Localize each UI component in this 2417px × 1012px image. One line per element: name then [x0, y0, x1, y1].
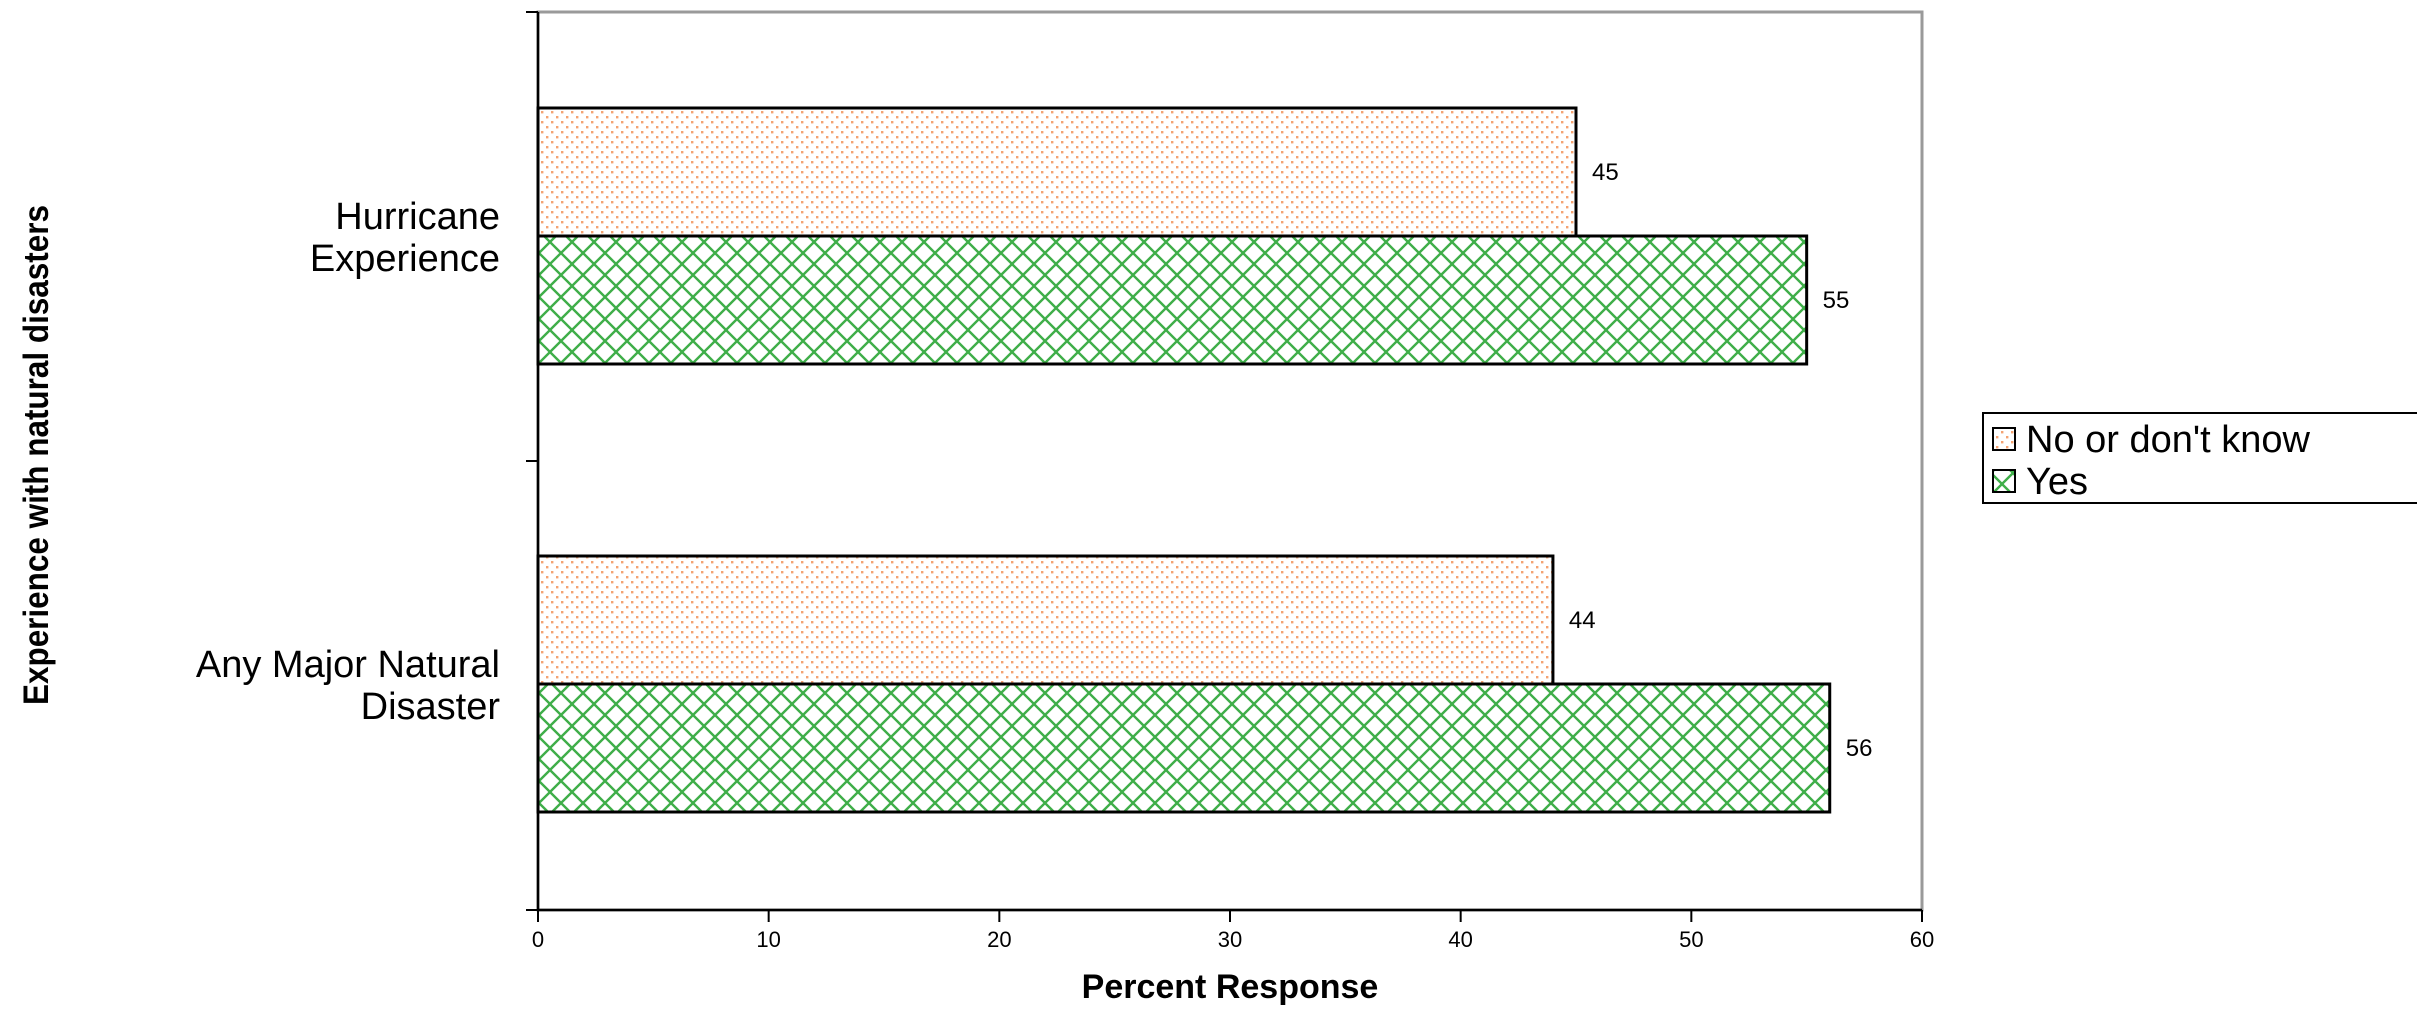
x-tick-label: 60 [1910, 927, 1934, 952]
legend-label-no-or-dont-know: No or don't know [2026, 419, 2311, 461]
x-tick-label: 10 [756, 927, 780, 952]
legend: No or don't know Yes [1982, 412, 2417, 504]
x-axis-ticks: 0 10 20 30 40 50 60 [532, 910, 1934, 952]
bar-no-or-dont-know-0 [536, 106, 1578, 238]
category-label-0-line-1: Experience [310, 238, 500, 280]
x-axis-title: Percent Response [1082, 968, 1379, 1006]
x-tick-label: 0 [532, 927, 544, 952]
legend-label-yes: Yes [2026, 461, 2088, 503]
data-label-yes-1: 56 [1846, 735, 1873, 762]
y-axis-title: Experience with natural disasters [17, 205, 56, 705]
data-label-yes-0: 55 [1823, 287, 1850, 314]
legend-swatch-yes [1992, 469, 2016, 493]
bars-layer: 45 55 44 56 [536, 106, 1873, 814]
bar-yes-1 [536, 682, 1832, 814]
bar-yes-0 [536, 234, 1809, 366]
legend-swatch-no-or-dont-know [1992, 427, 2016, 451]
data-label-no-or-dont-know-1: 44 [1569, 607, 1596, 634]
x-tick-label: 50 [1679, 927, 1703, 952]
x-tick-label: 20 [987, 927, 1011, 952]
category-label-1-line-1: Disaster [361, 686, 501, 728]
bar-no-or-dont-know-1 [536, 554, 1555, 686]
category-label-1-line-0: Any Major Natural [196, 644, 500, 686]
category-label-0-line-0: Hurricane [335, 196, 500, 238]
legend-frame [1982, 412, 2417, 504]
x-tick-label: 30 [1218, 927, 1242, 952]
data-label-no-or-dont-know-0: 45 [1592, 159, 1619, 186]
x-tick-label: 40 [1448, 927, 1472, 952]
